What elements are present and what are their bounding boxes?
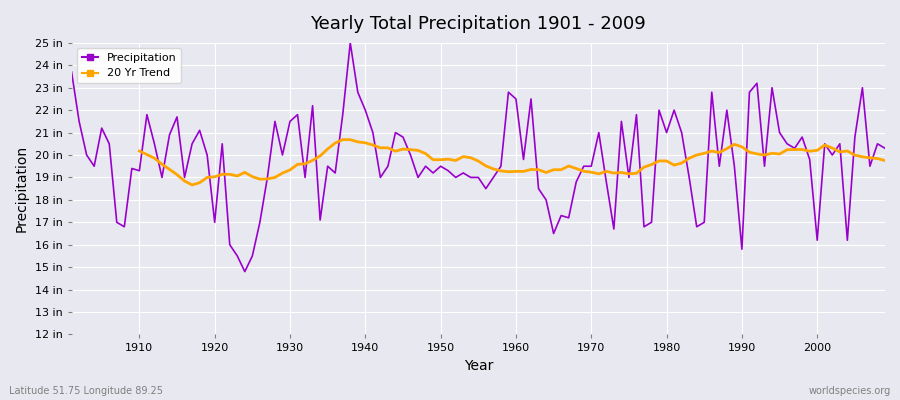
Legend: Precipitation, 20 Yr Trend: Precipitation, 20 Yr Trend — [77, 48, 181, 83]
Text: worldspecies.org: worldspecies.org — [809, 386, 891, 396]
Title: Yearly Total Precipitation 1901 - 2009: Yearly Total Precipitation 1901 - 2009 — [310, 15, 646, 33]
X-axis label: Year: Year — [464, 359, 493, 373]
Y-axis label: Precipitation: Precipitation — [15, 145, 29, 232]
Text: Latitude 51.75 Longitude 89.25: Latitude 51.75 Longitude 89.25 — [9, 386, 163, 396]
